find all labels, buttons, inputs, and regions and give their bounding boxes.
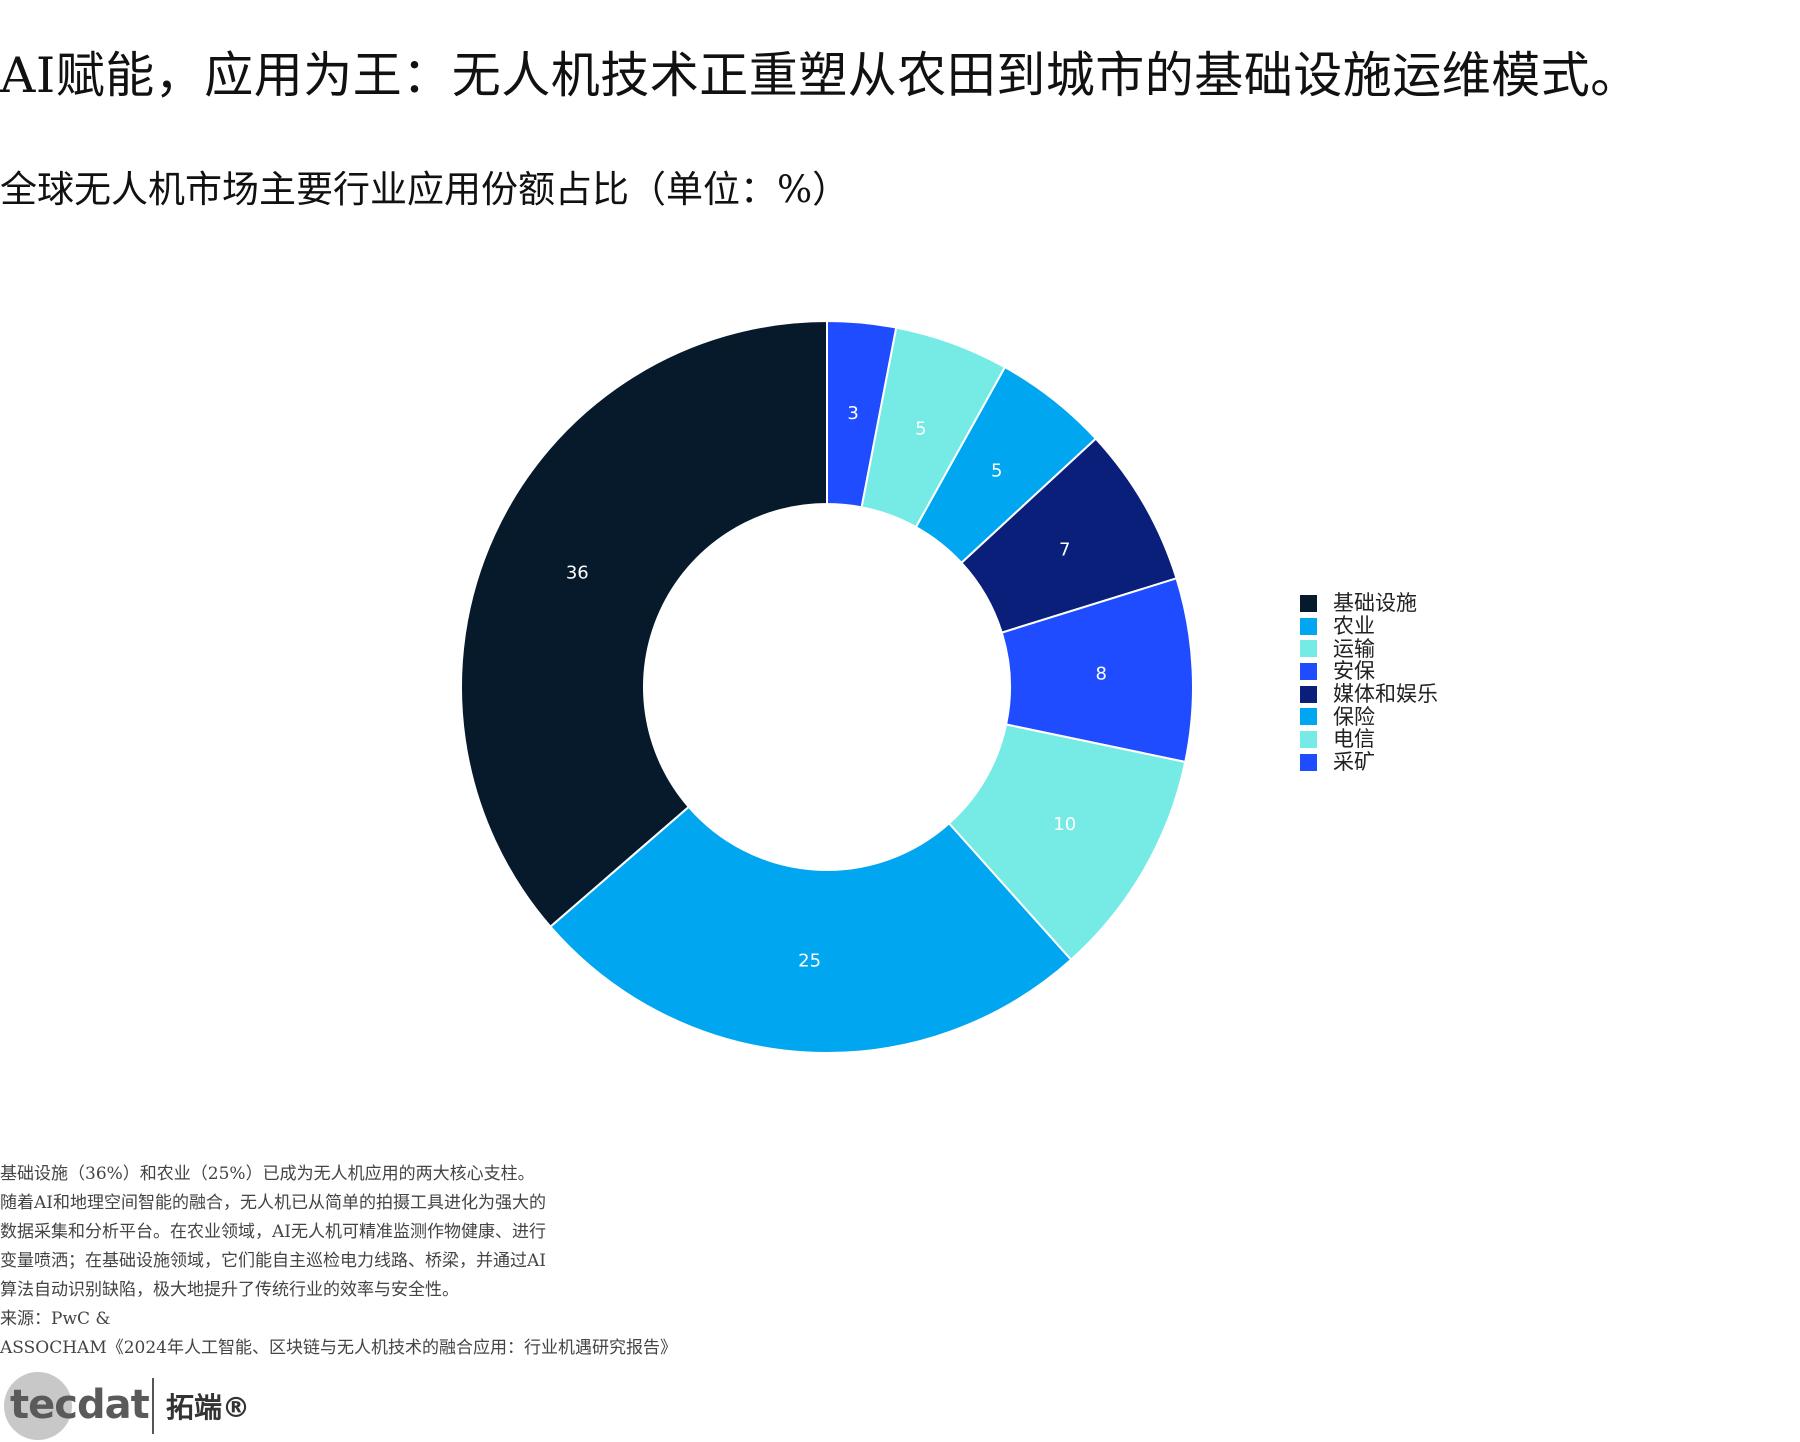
slice-value-label: 36: [566, 562, 589, 583]
tecdat-logo: tecdat 拓端®: [4, 1370, 250, 1442]
slice-value-label: 3: [847, 403, 858, 424]
slice-value-label: 8: [1095, 663, 1106, 684]
legend-item: 运输: [1300, 637, 1438, 660]
logo-brand: 拓端®: [166, 1391, 251, 1424]
legend-swatch: [1300, 617, 1317, 635]
slice-value-label: 5: [915, 419, 926, 440]
slice-value-label: 10: [1053, 814, 1076, 835]
legend-label: 采矿: [1333, 750, 1375, 775]
donut-slices: [460, 319, 1194, 1055]
legend-label: 媒体和娱乐: [1333, 682, 1438, 707]
legend-item: 农业: [1300, 615, 1438, 638]
slice-value-label: 7: [1059, 539, 1070, 560]
logo-wordmark: tecdat: [10, 1382, 150, 1428]
source-line: 来源：PwC &: [0, 1309, 111, 1329]
legend-swatch: [1300, 594, 1317, 612]
legend-item: 采矿: [1300, 751, 1438, 774]
note-line: 基础设施（36%）和农业（25%）已成为无人机应用的两大核心支柱。: [0, 1164, 535, 1184]
slice-value-label: 5: [991, 461, 1002, 482]
legend-swatch: [1300, 685, 1317, 703]
source-citation: 来源：PwC & ASSOCHAM《2024年人工智能、区块链与无人机技术的融合…: [0, 1305, 677, 1363]
note-line: 随着AI和地理空间智能的融合，无人机已从简单的拍摄工具进化为强大的: [0, 1193, 546, 1213]
chart-note: 基础设施（36%）和农业（25%）已成为无人机应用的两大核心支柱。 随着AI和地…: [0, 1160, 660, 1305]
legend-item: 基础设施: [1300, 592, 1438, 615]
legend-item: 电信: [1300, 728, 1438, 751]
legend-label: 电信: [1333, 727, 1375, 752]
legend-label: 基础设施: [1333, 591, 1417, 616]
legend-item: 媒体和娱乐: [1300, 683, 1438, 706]
donut-slice-labels: 3 5 5 7 8 10 25 36: [566, 403, 1107, 971]
logo-divider: [152, 1378, 154, 1434]
legend-label: 运输: [1333, 636, 1375, 661]
note-line: 变量喷洒；在基础设施领域，它们能自主巡检电力线路、桥梁，并通过AI: [0, 1251, 546, 1271]
donut-slice: [460, 319, 828, 929]
logo-circle-icon: tecdat: [4, 1372, 150, 1440]
source-line: ASSOCHAM《2024年人工智能、区块链与无人机技术的融合应用：行业机遇研究…: [0, 1338, 677, 1358]
legend-swatch: [1300, 753, 1317, 771]
note-line: 算法自动识别缺陷，极大地提升了传统行业的效率与安全性。: [0, 1280, 459, 1300]
legend-swatch: [1300, 640, 1317, 658]
chart-legend: 基础设施 农业 运输 安保 媒体和娱乐 保险 电信 采矿: [1300, 592, 1438, 774]
legend-swatch: [1300, 730, 1317, 748]
page-headline: AI赋能，应用为王：无人机技术正重塑从农田到城市的基础设施运维模式。: [0, 47, 1640, 104]
slice-value-label: 25: [798, 950, 821, 971]
chart-subtitle: 全球无人机市场主要行业应用份额占比（单位：%）: [0, 168, 850, 211]
legend-label: 保险: [1333, 704, 1375, 729]
donut-chart: 3 5 5 7 8 10 25 36: [460, 319, 1194, 1055]
note-line: 数据采集和分析平台。在农业领域，AI无人机可精准监测作物健康、进行: [0, 1222, 546, 1242]
legend-label: 安保: [1333, 659, 1375, 684]
legend-label: 农业: [1333, 614, 1375, 639]
legend-swatch: [1300, 708, 1317, 726]
legend-swatch: [1300, 662, 1317, 680]
legend-item: 安保: [1300, 660, 1438, 683]
legend-item: 保险: [1300, 705, 1438, 728]
donut-slice: [548, 805, 1073, 1055]
